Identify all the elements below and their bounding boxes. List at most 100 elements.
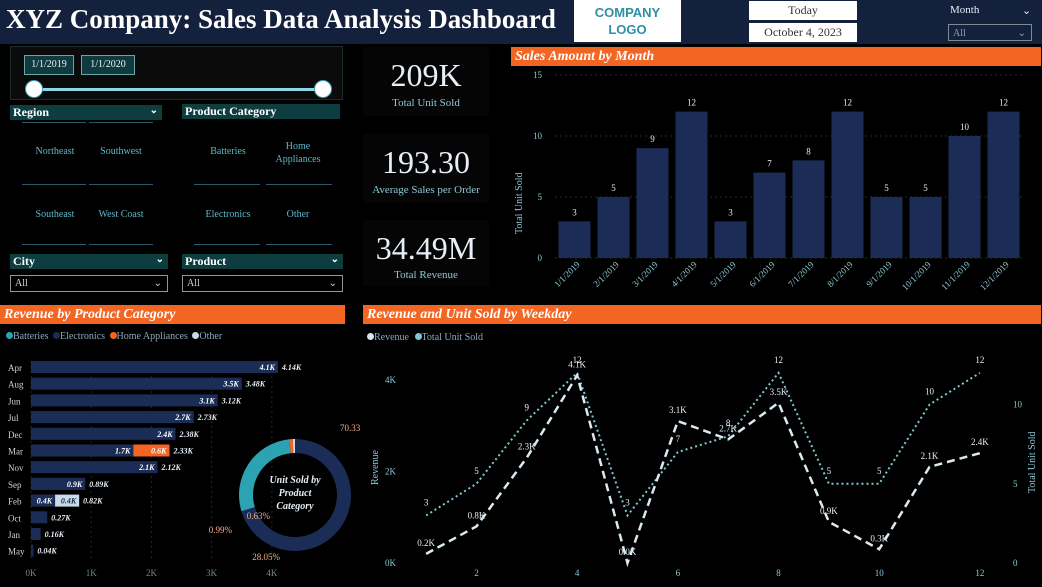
category-tile-other[interactable]: Other [286,209,310,220]
bar [558,221,591,258]
category-label: Product Category [185,104,277,118]
product-dropdown[interactable]: All ⌄ [182,275,343,292]
y-tick-label: 15 [533,70,543,80]
data-label-units: 3 [625,497,630,507]
category-tile-electronics[interactable]: Electronics [205,209,251,220]
month-filter-label: Month ⌄ [950,4,1031,17]
product-value: All [187,278,200,289]
x-tick-label: 3/1/2019 [630,259,660,289]
date-slider-handle-start[interactable] [25,80,43,98]
tile-divider [89,122,153,123]
category-hbar-chart: 0K 1K 2K 3K 4K Apr 4.1K 4.14K Aug 3.5K 3.48K Jun 3.… [8,361,302,578]
bar-value-label: 3 [728,207,733,217]
bar-segment [31,528,41,540]
donut-slice [289,439,294,454]
header-bar [0,0,1042,44]
x-tick-label: 2/1/2019 [591,259,621,289]
kpi-value: 34.49M [375,230,477,266]
logo-text: COMPANY LOGO [594,5,661,37]
region-tile-southwest[interactable]: Southwest [100,146,142,157]
chart-axes: 0K 2K 4K 0 5 10 2 4 6 8 10 12 [385,375,1023,578]
x-tick-label: 2 [474,568,479,578]
chevron-down-icon: ⌄ [1017,28,1026,39]
date-end-chip[interactable]: 1/1/2020 [81,55,135,75]
x-tick-label: 12 [975,568,984,578]
data-label-revenue: 2.1K [921,451,939,461]
legend-dot [367,333,374,340]
x-tick-label: 1/1/2019 [552,259,582,289]
x-tick-label: 7/1/2019 [786,259,816,289]
region-tile-northeast[interactable]: Northeast [35,146,75,157]
kpi-label: Average Sales per Order [372,184,480,196]
x-tick-label: 9/1/2019 [864,259,894,289]
date-slider-handle-end[interactable] [314,80,332,98]
segment-label: 0.4K [37,497,53,506]
category-tile-home-appliances[interactable]: Home Appliances [275,141,321,165]
chevron-down-icon: ⌄ [149,105,158,116]
bar [909,197,942,258]
donut-slices: 70.33% 28.05% 0.99% 0.63% [209,423,360,562]
chevron-down-icon: ⌄ [155,254,164,265]
legend-batteries: Batteries [13,331,49,342]
segment-label: 0.9K [67,480,83,489]
data-label-revenue: 3.5K [770,387,788,397]
x-tick-label: 8/1/2019 [825,259,855,289]
y-tick-label: Mar [8,447,23,457]
x-tick-label: 4/1/2019 [669,259,699,289]
city-dropdown[interactable]: All ⌄ [10,275,168,292]
chart-series: 3 5 9 12 3 7 8 12 5 5 10 12 0.2K 0.8K 2.3K 4.1K 0.0K 3.1K… [417,355,989,568]
unit-sold-donut: 70.33% 28.05% 0.99% 0.63% Unit Sold by Prod… [209,423,360,562]
data-label-revenue: 2.3K [518,442,536,452]
bar [636,148,669,258]
category-chart-title: Revenue by Product Category [0,305,345,324]
date-start-chip[interactable]: 1/1/2019 [24,55,74,75]
kpi-card-revenue: 34.49M Total Revenue [363,220,489,286]
series-line-units [425,370,981,518]
bar [714,221,747,258]
tile-divider [22,184,86,185]
data-label-revenue: 0.8K [468,510,486,520]
y-tick-label: Sep [8,480,22,490]
category-slicer-header[interactable]: Product Category [182,104,340,119]
slice-label: 70.33% [340,423,360,433]
y-tick-label: 5 [538,192,543,202]
data-label-revenue: 0.2K [417,538,435,548]
bar-segment [55,494,80,507]
region-tile-west-coast[interactable]: West Coast [98,209,144,220]
category-tile-batteries[interactable]: Batteries [210,146,246,157]
month-dropdown[interactable]: All ⌄ [948,24,1032,41]
legend-units: Total Unit Sold [421,332,484,343]
y2-axis-label: Total Unit Sold [1027,431,1038,493]
kpi-card-units: 209K Total Unit Sold [363,47,489,116]
date-slider-track[interactable] [34,88,324,91]
region-tile-southeast[interactable]: Southeast [35,209,75,220]
total-label: 2.73K [197,413,218,422]
y2-tick-label: 5 [1013,479,1018,489]
x-tick-label: 1K [86,568,98,578]
bar-value-label: 10 [960,122,970,132]
bar-value-label: 12 [999,98,1008,108]
total-label: 2.12K [160,463,181,472]
legend-revenue: Revenue [374,332,409,343]
data-label-revenue: 3.1K [669,405,687,415]
weekday-legend: Revenue Total Unit Sold [367,332,483,343]
product-slicer-header[interactable]: Product ⌄ [182,254,343,269]
region-slicer-header[interactable]: Region ⌄ [10,105,162,120]
city-slicer-header[interactable]: City ⌄ [10,254,168,269]
city-value: All [15,278,28,289]
legend-dot [6,332,13,339]
x-tick-label: 11/1/2019 [939,259,972,292]
y-tick-label: Jul [8,413,19,423]
y-tick-label: May [8,547,25,557]
legend-other: Other [199,331,223,342]
bar-segment [31,477,86,490]
chart-bars: Apr 4.1K 4.14K Aug 3.5K 3.48K Jun 3.1K 3.12K Jul 2… [8,361,302,557]
bar-segment [31,461,158,474]
bar-segment [31,427,176,440]
y-axis-label: Total Unit Sold [514,172,525,234]
category-legend: Batteries Electronics Home Appliances Ot… [6,331,222,342]
collapse-chevron-icon[interactable]: ⌄ [1022,5,1032,17]
y2-tick-label: 10 [1013,400,1023,410]
data-label-units: 9 [525,402,530,412]
chart-bars: 3 1/1/2019 5 2/1/2019 9 3/1/2019 12 4/1/2019 3 5/… [552,98,1020,292]
